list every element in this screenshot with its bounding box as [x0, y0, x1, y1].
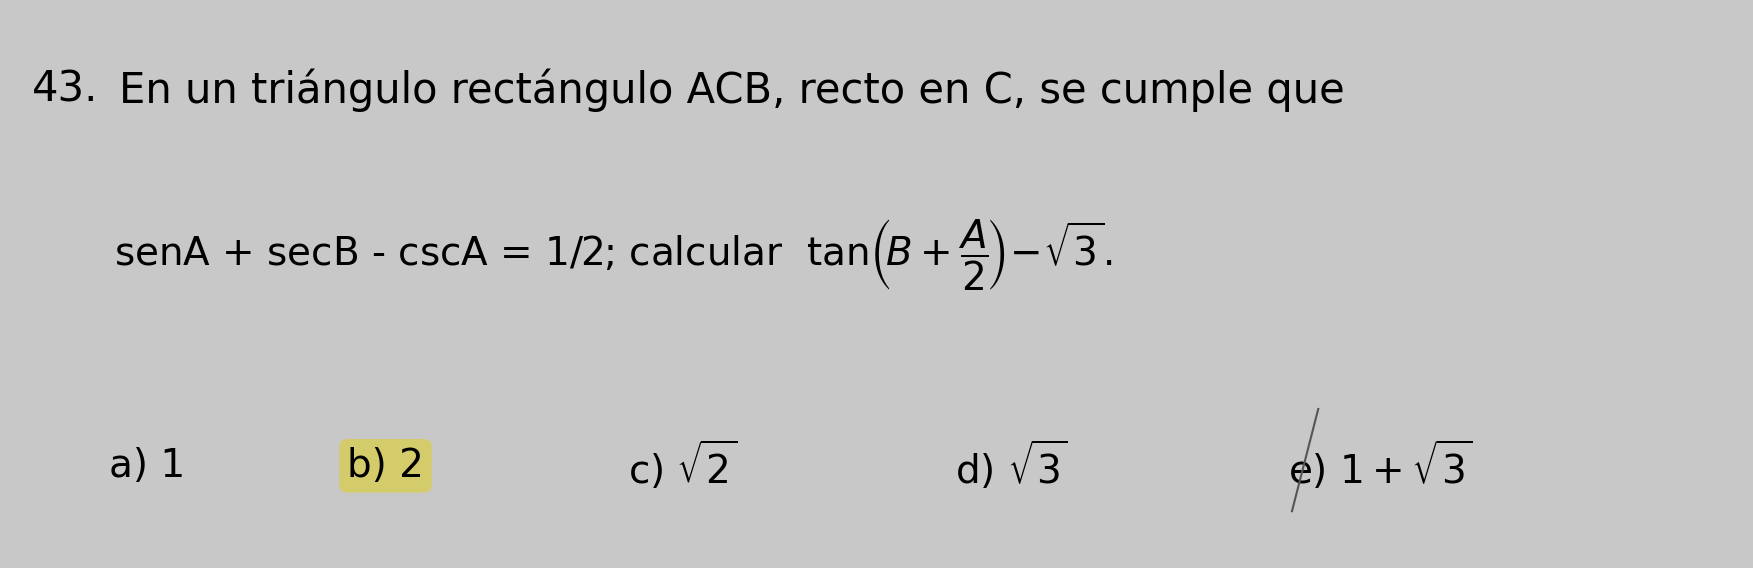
Text: 43.: 43.: [32, 68, 98, 110]
Text: c) $\sqrt{2}$: c) $\sqrt{2}$: [628, 439, 736, 492]
Text: a) 1: a) 1: [109, 447, 184, 485]
Text: d) $\sqrt{3}$: d) $\sqrt{3}$: [955, 439, 1068, 492]
Text: e) $1+\sqrt{3}$: e) $1+\sqrt{3}$: [1288, 439, 1473, 492]
Text: b) 2: b) 2: [347, 447, 424, 485]
Text: En un triángulo rectángulo ACB, recto en C, se cumple que: En un triángulo rectángulo ACB, recto en…: [119, 68, 1345, 112]
Text: senA + secB - cscA = 1/2; calcular  $\tan\!\left(\!B+\dfrac{A}{2}\!\right)\!-\!\: senA + secB - cscA = 1/2; calcular $\tan…: [114, 218, 1111, 293]
